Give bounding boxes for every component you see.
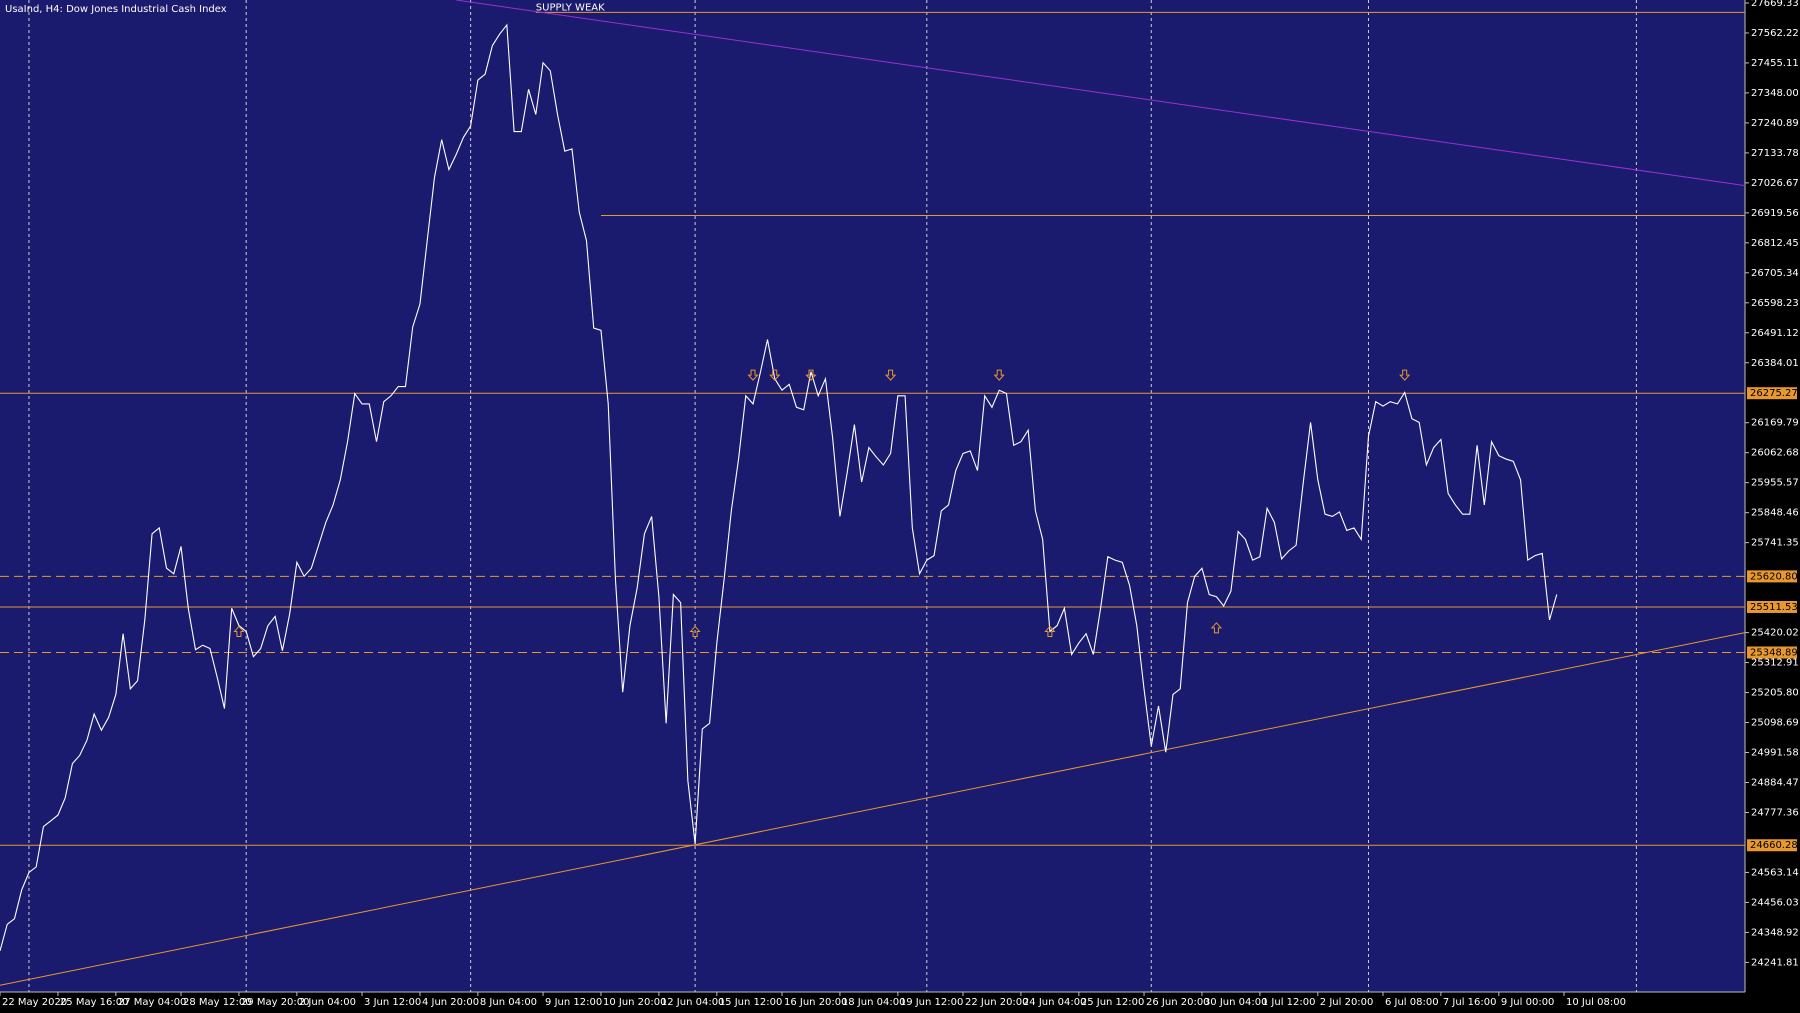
x-tick-label: 18 Jun 04:00 (842, 997, 906, 1008)
x-tick-label: 1 Jul 12:00 (1262, 997, 1316, 1008)
y-tick-label: 25955.57 (1751, 478, 1799, 489)
y-tick-label: 27240.89 (1751, 118, 1799, 129)
y-tick-label: 25848.46 (1751, 508, 1799, 519)
y-tick-label: 25741.35 (1751, 538, 1799, 549)
y-tick-label: 24991.58 (1751, 748, 1799, 759)
x-tick-label: 25 Jun 12:00 (1081, 997, 1145, 1008)
y-tick-label: 24241.81 (1751, 957, 1799, 968)
x-tick-label: 24 Jun 04:00 (1023, 997, 1087, 1008)
x-tick-label: 9 Jul 00:00 (1501, 997, 1555, 1008)
down-arrow (747, 369, 759, 381)
level-box (1747, 570, 1797, 583)
x-tick-label: 10 Jul 08:00 (1566, 997, 1626, 1008)
y-tick-label: 27133.78 (1751, 148, 1799, 159)
down-arrow (1399, 369, 1411, 381)
y-tick-label: 27348.00 (1751, 88, 1799, 99)
level-box (1747, 839, 1797, 852)
x-tick-label: 7 Jul 16:00 (1443, 997, 1497, 1008)
plot-area (0, 0, 1745, 992)
y-tick-label: 26705.34 (1751, 268, 1799, 279)
x-tick-label: 25 May 16:00 (60, 997, 129, 1008)
x-tick-label: 9 Jun 12:00 (545, 997, 602, 1008)
x-tick-label: 2 Jul 20:00 (1320, 997, 1374, 1008)
x-tick-label: 10 Jun 20:00 (603, 997, 667, 1008)
y-tick-label: 26919.56 (1751, 208, 1799, 219)
up-arrow (1210, 622, 1223, 634)
x-tick-label: 15 Jun 12:00 (719, 997, 783, 1008)
y-tick-label: 24456.03 (1751, 897, 1799, 908)
x-tick-label: 29 May 20:00 (241, 997, 310, 1008)
y-tick-label: 26062.68 (1751, 448, 1799, 459)
level-label: 25511.53 (1750, 602, 1798, 613)
y-tick-label: 26598.23 (1751, 298, 1799, 309)
chart-title: UsaInd, H4: Dow Jones Industrial Cash In… (5, 4, 227, 15)
trendline (0, 632, 1746, 986)
y-tick-label: 25312.91 (1751, 658, 1799, 669)
x-tick-label: 22 May 2020 (2, 997, 67, 1008)
y-tick-label: 27562.22 (1751, 28, 1799, 39)
price-line (0, 23, 1558, 951)
level-box (1747, 600, 1797, 613)
x-tick-label: 6 Jul 08:00 (1385, 997, 1439, 1008)
up-arrow (1044, 625, 1056, 637)
level-label: 25620.80 (1750, 571, 1798, 582)
up-arrow (233, 625, 245, 637)
y-tick-label: 25205.80 (1751, 688, 1799, 699)
y-tick-label: 26491.12 (1751, 328, 1799, 339)
level-box (1747, 646, 1797, 659)
down-arrow (769, 369, 781, 381)
x-tick-label: 22 Jun 20:00 (965, 997, 1029, 1008)
x-tick-label: 19 Jun 12:00 (900, 997, 964, 1008)
down-arrow (993, 369, 1005, 381)
x-tick-label: 12 Jun 04:00 (661, 997, 725, 1008)
x-tick-label: 3 Jun 12:00 (364, 997, 421, 1008)
x-tick-label: 2 Jun 04:00 (299, 997, 356, 1008)
y-tick-label: 24884.47 (1751, 777, 1799, 788)
x-tick-label: 27 May 04:00 (118, 997, 187, 1008)
x-tick-label: 28 May 12:00 (183, 997, 252, 1008)
x-tick-label: 8 Jun 04:00 (480, 997, 537, 1008)
level-label: 24660.28 (1750, 840, 1798, 851)
y-tick-label: 26384.01 (1751, 358, 1799, 369)
down-arrow (805, 369, 817, 381)
y-tick-label: 27669.33 (1751, 0, 1799, 9)
y-tick-label: 25420.02 (1751, 628, 1799, 639)
x-tick-label: 30 Jun 04:00 (1204, 997, 1268, 1008)
y-tick-label: 26812.45 (1751, 238, 1799, 249)
y-tick-label: 27455.11 (1751, 58, 1799, 69)
x-tick-label: 4 Jun 20:00 (422, 997, 479, 1008)
level-label: 25348.89 (1750, 648, 1798, 659)
y-tick-label: 24563.14 (1751, 867, 1799, 878)
y-tick-label: 24777.36 (1751, 807, 1799, 818)
up-arrow (689, 625, 701, 637)
y-tick-label: 27026.67 (1751, 178, 1799, 189)
x-tick-label: 16 Jun 20:00 (784, 997, 848, 1008)
down-arrow (884, 369, 897, 381)
y-tick-label: 24348.92 (1751, 927, 1799, 938)
level-box (1747, 387, 1797, 400)
trendline (456, 0, 1746, 187)
level-label: 26275.27 (1750, 388, 1798, 399)
y-tick-label: 26169.79 (1751, 418, 1799, 429)
x-tick-label: 26 Jun 20:00 (1146, 997, 1210, 1008)
zone-annotation: SUPPLY WEAK (536, 2, 605, 13)
y-tick-label: 25098.69 (1751, 718, 1799, 729)
